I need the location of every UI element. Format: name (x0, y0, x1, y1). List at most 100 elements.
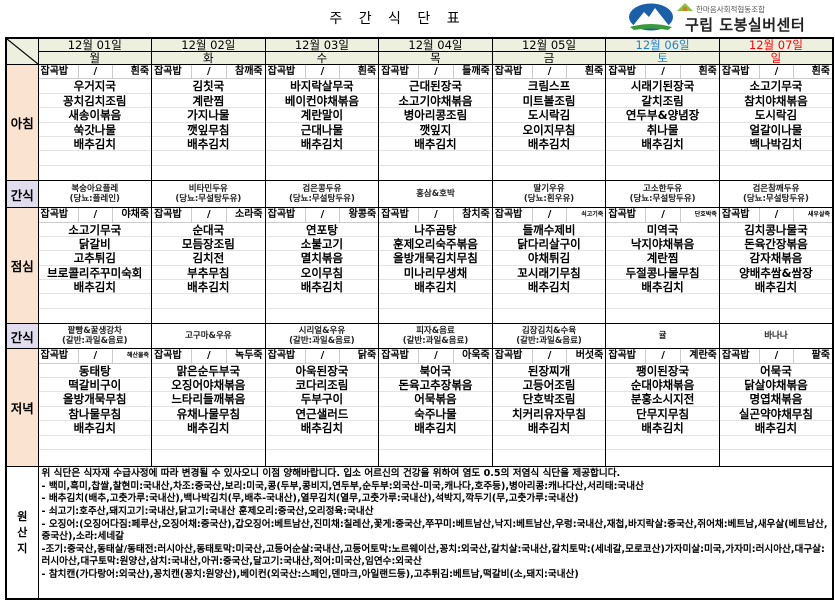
menu-item: 돈육간장볶음 (720, 237, 832, 252)
origin-notes: 위 식단은 식자재 수급사정에 따라 변경될 수 있사오니 이점 양해바랍니다.… (37, 466, 834, 600)
menu-item: 순대국 (152, 223, 265, 237)
rice-porridge-row: 잡곡밥 / 들깨죽 (379, 65, 492, 80)
menu-item: 계란찜 (152, 94, 265, 109)
snack-name: 팥빵&꿀생강차 (67, 326, 122, 337)
slash: / (533, 349, 568, 363)
menu-item: 분홍소시지전 (606, 392, 719, 407)
rice-label: 잡곡밥 (39, 208, 79, 222)
slash: / (79, 208, 114, 222)
meal-label-breakfast: 아침 (5, 63, 39, 182)
menu-item: 배추김치 (38, 280, 151, 295)
menu-item: 오징어야채볶음 (152, 378, 265, 393)
menu-item: 실곤약야채무침 (720, 407, 832, 422)
menu-item: 도시락김 (493, 108, 605, 123)
snack-name: 검은콩두유 (302, 184, 342, 195)
rice-label: 잡곡밥 (720, 65, 760, 79)
rice-label: 잡곡밥 (607, 208, 647, 222)
menu-item: 꼬시래기무침 (493, 266, 605, 281)
meal-cell: 잡곡밥 / 버섯죽 된장찌개 고등어조림 단호박조림 치커리유자무침 배추김치 (491, 348, 607, 468)
snack-cell: 팥빵&꿀생강차 (갈반:과일&음료) (37, 323, 153, 350)
rice-porridge-row: 잡곡밥 / 흰죽 (720, 65, 832, 80)
porridge: 흰죽 (130, 66, 150, 77)
menu-item: 야채튀김 (493, 251, 605, 266)
weekly-menu-table: 12월 01일 12월 02일 12월 03일 12월 04일 12월 05일 12월 0… (5, 37, 834, 600)
origin-note-line: - 참치캔(가다랑어:외국산),꽁치캔(꽁치:원양산),베이컨(외국산:스페인,… (41, 569, 579, 580)
rice-porridge-row: 잡곡밥 / 아욱죽 (379, 349, 492, 364)
meal-cell: 잡곡밥 / 녹두죽 맑은순두부국 오징어야채볶음 느타리들깨볶음 유채나물무침 배추김치 (151, 348, 266, 468)
snack-cell: 홍삼&호박 (378, 180, 493, 209)
rice-label: 잡곡밥 (720, 208, 760, 222)
snack-cell: 바나나 (718, 323, 834, 350)
meal-cell: 잡곡밥 / 팥죽 어묵국 닭살야채볶음 명엽채볶음 실곤약야채무침 배추김치 (718, 348, 834, 468)
rice-label: 잡곡밥 (39, 65, 79, 79)
meal-cell: 잡곡밥 / 참깨죽 김칫국 계란찜 가지나물 깻잎무침 배추김치 (151, 63, 266, 182)
menu-item: 멸치볶음 (266, 251, 378, 266)
slash: / (646, 349, 681, 363)
porridge: 참치죽 (462, 209, 490, 221)
rice-label: 잡곡밥 (493, 349, 533, 363)
rice-label: 잡곡밥 (380, 349, 420, 363)
snack-cell: 검은참깨두유 (당뇨:무설탕두유) (718, 180, 834, 209)
menu-item: 고등어조림 (493, 378, 605, 393)
menu-item: 배추김치 (606, 280, 719, 295)
porridge: 야채죽 (121, 209, 150, 221)
menu-item: 어묵볶음 (379, 392, 492, 407)
porridge: 계란죽 (689, 350, 717, 362)
snack-name: 고소한두유 (643, 184, 683, 195)
menu-item: 감자채볶음 (720, 251, 832, 266)
menu-item: 배추김치 (606, 137, 719, 152)
org-name: 한마음사회적협동조합 (696, 5, 765, 14)
snack-diabetic: (당뇨:흰우유) (523, 194, 575, 205)
date-header: 12월 06일 (605, 37, 720, 52)
slash: / (760, 349, 794, 363)
snack-cell: 검은콩두유 (당뇨:무설탕두유) (264, 180, 380, 209)
menu-item: 순대야채볶음 (606, 378, 719, 393)
menu-item: 미나리무생채 (379, 266, 492, 281)
porridge: 소라죽 (235, 209, 263, 221)
rice-label: 잡곡밥 (266, 65, 306, 79)
meal-cell: 잡곡밥 / 닭죽 아욱된장국 코다리조림 두부구이 연근샐러드 배추김치 (264, 348, 380, 468)
menu-item: 단무지무침 (606, 407, 719, 422)
menu-item: 근대된장국 (379, 79, 492, 94)
slash: / (306, 208, 341, 222)
date-header: 12월 07일 (718, 37, 834, 52)
slash: / (192, 65, 227, 79)
menu-item: 연두부&양념장 (606, 108, 719, 123)
menu-item: 배추김치 (720, 421, 832, 436)
slash: / (419, 208, 454, 222)
date-header: 12월 04일 (378, 37, 493, 52)
menu-item: 오이무침 (266, 266, 378, 281)
meal-cell: 잡곡밥 / 계란죽 팽이된장국 순대야채볶음 분홍소시지전 단무지무침 배추김치 (605, 348, 720, 468)
slash: / (192, 349, 227, 363)
menu-item: 배추김치 (379, 280, 492, 295)
rice-label: 잡곡밥 (266, 349, 306, 363)
menu-item: 배추김치 (266, 280, 378, 295)
menu-item: 느타리들깨볶음 (152, 392, 265, 407)
snack-cell: 복숭아요플레 (당뇨:플레인) (37, 180, 153, 209)
menu-item: 백나박김치 (720, 137, 832, 152)
weekday-header: 토 (605, 51, 720, 65)
snack-cell: 고구마&우유 (151, 323, 266, 350)
meal-cell: 잡곡밥 / 흰죽 바지락살무국 베이컨야채볶음 계란말이 근대나물 배추김치 (264, 63, 380, 182)
rice-porridge-row: 잡곡밥 / 야채죽 (38, 208, 151, 223)
menu-item: 미트볼조림 (493, 94, 605, 109)
slash: / (79, 65, 114, 79)
snack-cell: 비타민두유 (당뇨:무설탕두유) (151, 180, 266, 209)
rice-label: 잡곡밥 (493, 208, 533, 222)
snack-name: 시리얼&우유 (298, 326, 346, 337)
menu-item: 아욱된장국 (266, 364, 378, 379)
menu-item: 치커리유자무침 (493, 407, 605, 422)
rice-porridge-row: 잡곡밥 / 흰죽 (493, 65, 605, 80)
menu-item: 배추김치 (720, 280, 832, 295)
snack-diabetic: (당뇨:무설탕두유) (742, 194, 809, 205)
menu-item: 쑥갓나물 (38, 123, 151, 137)
rice-label: 잡곡밥 (39, 349, 79, 363)
meal-cell: 잡곡밥 / 참치죽 나주곰탕 훈제오리숙주볶음 올방개묵김치무침 미나리무생채 배추김치 (378, 207, 493, 325)
snack-cell: 귤 (605, 323, 720, 350)
rice-porridge-row: 잡곡밥 / 계란죽 (606, 349, 719, 364)
menu-item: 떡갈비구이 (38, 378, 151, 393)
menu-item: 소불고기 (266, 237, 378, 252)
menu-item: 단호박조림 (493, 392, 605, 407)
rice-label: 잡곡밥 (266, 208, 306, 222)
date-header: 12월 02일 (151, 37, 266, 52)
